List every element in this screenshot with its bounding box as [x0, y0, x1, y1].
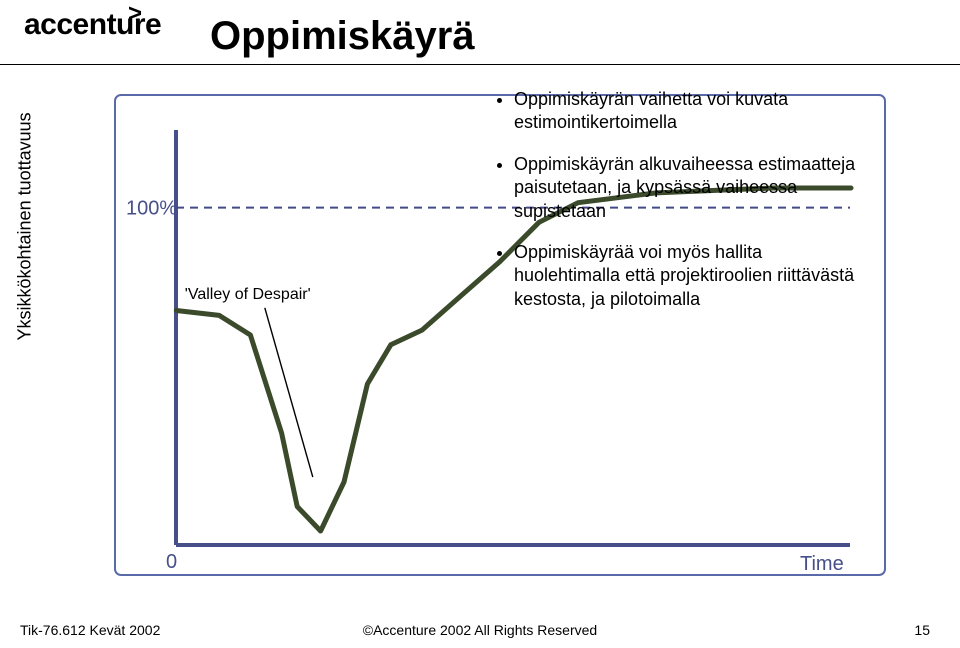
- title-rule: [0, 64, 960, 65]
- x-axis-label: Time: [800, 553, 844, 575]
- bullet-list: Oppimiskäyrän vaihetta voi kuvata estimo…: [500, 88, 860, 329]
- footer-page: 15: [914, 622, 930, 638]
- footer-center: ©Accenture 2002 All Rights Reserved: [0, 622, 960, 638]
- bullet-item: Oppimiskäyrän alkuvaiheessa estimaatteja…: [514, 153, 860, 223]
- logo-text: accenture: [24, 8, 161, 42]
- page-title: Oppimiskäyrä: [210, 14, 475, 59]
- valley-annotation: 'Valley of Despair': [185, 286, 311, 304]
- y-zero-label: 0: [166, 551, 177, 573]
- y-ref-label: 100%: [126, 198, 177, 220]
- bullet-item: Oppimiskäyrää voi myös hallita huolehtim…: [514, 241, 860, 311]
- bullet-item: Oppimiskäyrän vaihetta voi kuvata estimo…: [514, 88, 860, 135]
- y-axis-label: Yksikkökohtainen tuottavuus: [15, 112, 36, 340]
- slide: > accenture Oppimiskäyrä Yksikkökohtaine…: [0, 0, 960, 648]
